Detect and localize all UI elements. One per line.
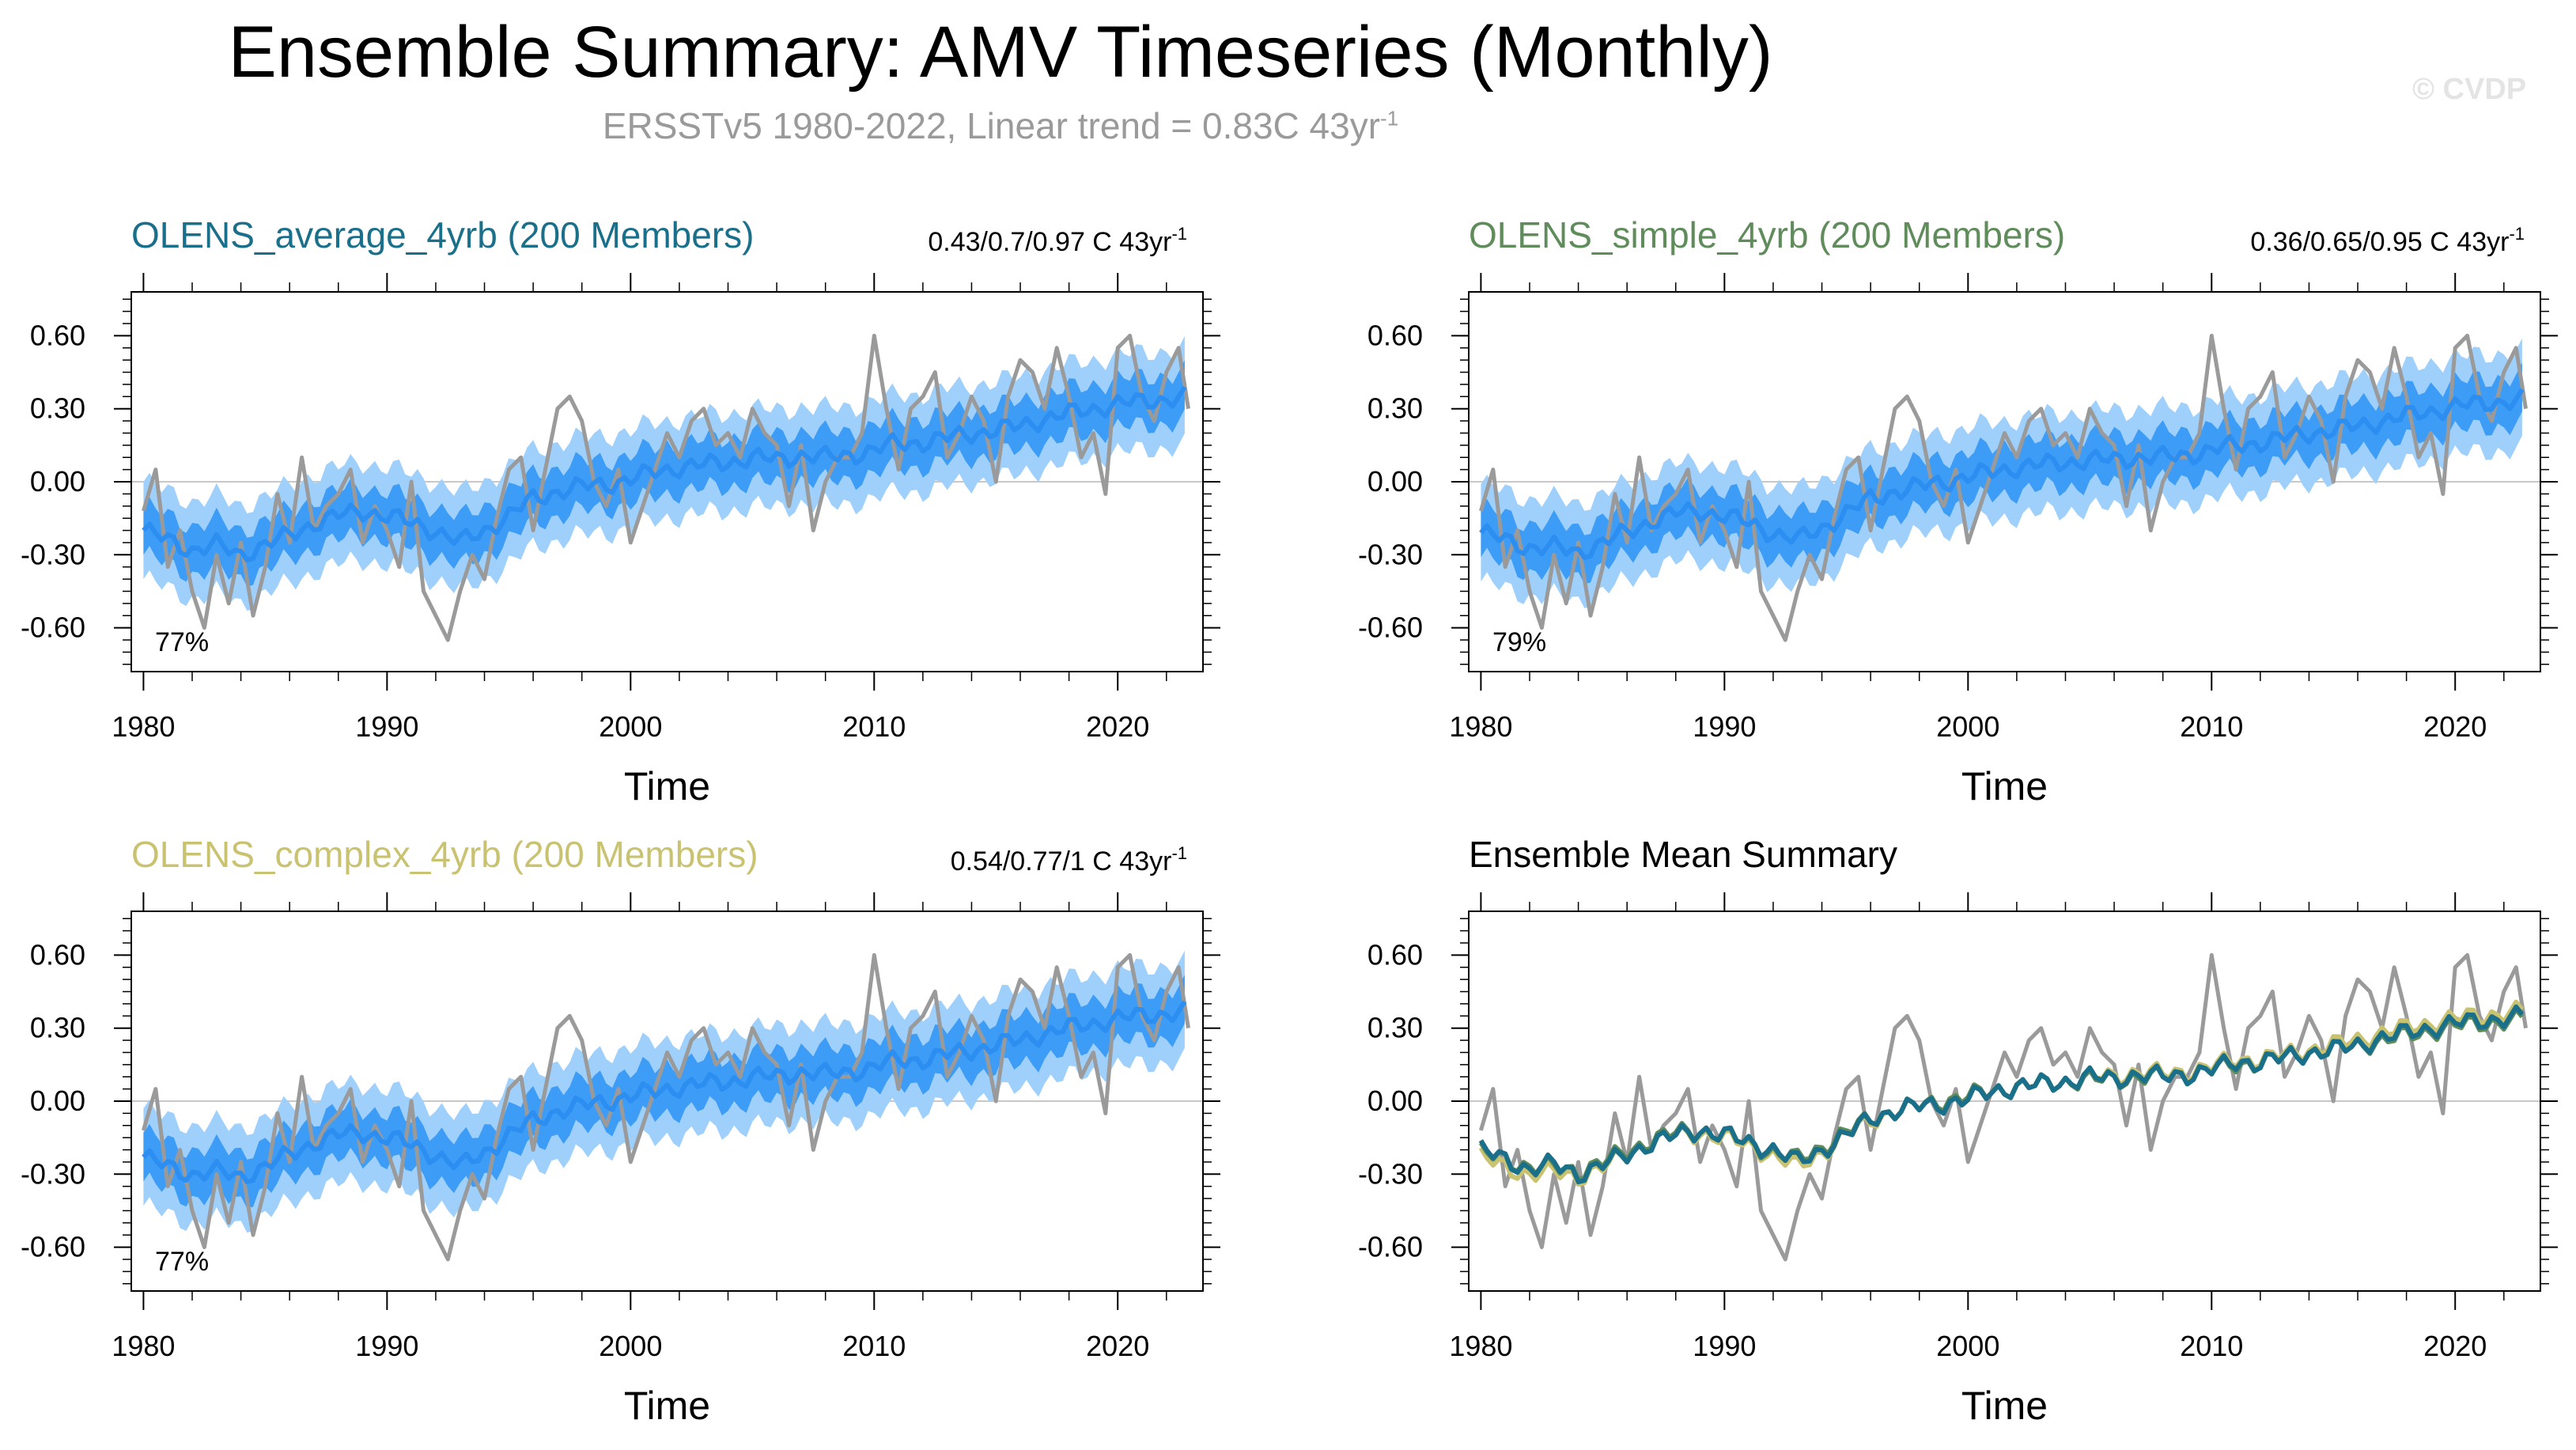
trend-label-text: 0.43/0.7/0.97 C 43yr — [928, 227, 1171, 257]
watermark: © CVDP — [2412, 73, 2527, 106]
x-tick-label: 2000 — [599, 710, 662, 743]
trend-label: 0.43/0.7/0.97 C 43yr-1 — [928, 224, 1187, 257]
x-axis-label: Time — [1961, 764, 2048, 808]
y-tick-label: 0.00 — [30, 1085, 85, 1117]
x-axis-label: Time — [624, 764, 710, 808]
trend-label: 0.36/0.65/0.95 C 43yr-1 — [2250, 224, 2525, 257]
plot-area-summary — [1469, 952, 2540, 1262]
ensemble-mean-line — [142, 1000, 1187, 1185]
y-tick-label: 0.30 — [30, 1012, 85, 1044]
panel-title: OLENS_simple_4yrb (200 Members) — [1469, 214, 2065, 256]
subtitle-text: ERSSTv5 1980-2022, Linear trend = 0.83C … — [602, 105, 1381, 146]
x-tick-label: 1980 — [1449, 710, 1512, 743]
x-tick-label: 2010 — [2180, 710, 2243, 743]
y-tick-label: -0.60 — [21, 611, 85, 644]
x-tick-label: 2010 — [842, 1330, 906, 1362]
y-tick-label: 0.30 — [30, 392, 85, 425]
x-tick-label: 2010 — [842, 710, 906, 743]
y-tick-label: 0.00 — [30, 465, 85, 498]
y-tick-label: -0.30 — [21, 538, 85, 570]
panel-simple: -0.60 -0.30 0.00 0.30 0.60 1980 1990 2000 2010 20… — [1358, 214, 2558, 808]
x-tick-label: 1990 — [1693, 710, 1756, 743]
x-axis-label: Time — [1961, 1384, 2048, 1428]
plot-area-average — [131, 333, 1203, 642]
x-tick-label: 1990 — [355, 710, 418, 743]
y-tick-label: -0.30 — [21, 1157, 85, 1190]
y-tick-label: 0.60 — [30, 319, 85, 351]
x-tick-label: 2000 — [1936, 710, 1999, 743]
x-tick-label: 2020 — [2423, 1330, 2487, 1362]
ensemble-mean-line — [1479, 388, 2525, 560]
percent-label: 77% — [155, 1247, 209, 1277]
y-tick-label: -0.30 — [1358, 1157, 1423, 1190]
subtitle-superscript: -1 — [1380, 106, 1399, 131]
plot-area-complex — [131, 950, 1203, 1262]
x-tick-label: 1990 — [355, 1330, 418, 1362]
y-tick-label: 0.30 — [1367, 1012, 1423, 1044]
x-tick-label: 1980 — [1449, 1330, 1512, 1362]
y-tick-label: 0.60 — [30, 938, 85, 971]
observations-line — [1479, 952, 2528, 1262]
x-tick-label: 2000 — [1936, 1330, 1999, 1362]
percent-label: 77% — [155, 627, 209, 657]
trend-label-superscript: -1 — [1171, 224, 1187, 244]
y-tick-label: 0.60 — [1367, 938, 1423, 971]
x-tick-label: 1980 — [112, 1330, 175, 1362]
trend-label-superscript: -1 — [2509, 224, 2525, 244]
panel-complex: -0.60 -0.30 0.00 0.30 0.60 1980 1990 2000 2010 20… — [21, 834, 1220, 1428]
y-tick-label: -0.60 — [1358, 1231, 1423, 1263]
y-tick-label: 0.60 — [1367, 319, 1423, 351]
plot-area-simple — [1469, 333, 2540, 642]
trend-label-text: 0.36/0.65/0.95 C 43yr — [2250, 227, 2509, 257]
y-tick-label: 0.30 — [1367, 392, 1423, 425]
trend-label-text: 0.54/0.77/1 C 43yr — [951, 846, 1172, 876]
x-tick-label: 2020 — [1086, 710, 1149, 743]
page-subtitle: ERSSTv5 1980-2022, Linear trend = 0.83C … — [0, 104, 2001, 147]
trend-label: 0.54/0.77/1 C 43yr-1 — [951, 843, 1187, 876]
panel-title: OLENS_average_4yrb (200 Members) — [131, 214, 754, 256]
ensemble-mean-line — [142, 385, 1187, 562]
x-axis-label: Time — [624, 1384, 710, 1428]
x-tick-label: 2000 — [599, 1330, 662, 1362]
y-tick-label: 0.00 — [1367, 1085, 1423, 1117]
trend-label-superscript: -1 — [1171, 843, 1187, 863]
x-tick-label: 1980 — [112, 710, 175, 743]
panel-title: OLENS_complex_4yrb (200 Members) — [131, 834, 758, 875]
mean-line-OLENS_average_4yrb — [1478, 1004, 2525, 1185]
panel-title: Ensemble Mean Summary — [1469, 834, 1897, 875]
y-tick-label: -0.30 — [1358, 538, 1423, 570]
x-tick-label: 1990 — [1693, 1330, 1756, 1362]
observations-line — [142, 952, 1190, 1262]
y-tick-label: 0.00 — [1367, 465, 1423, 498]
panel-summary: -0.60 -0.30 0.00 0.30 0.60 1980 1990 2000 2010 20… — [1358, 834, 2558, 1428]
panel-average: -0.60 -0.30 0.00 0.30 0.60 1980 1990 2000 2010 20… — [21, 214, 1220, 808]
percent-label: 79% — [1492, 627, 1546, 657]
y-tick-label: -0.60 — [1358, 611, 1423, 644]
x-tick-label: 2020 — [2423, 710, 2487, 743]
x-tick-label: 2010 — [2180, 1330, 2243, 1362]
observations-line — [142, 333, 1190, 642]
x-tick-label: 2020 — [1086, 1330, 1149, 1362]
y-tick-label: -0.60 — [21, 1231, 85, 1263]
observations-line — [1479, 333, 2528, 642]
page-title: Ensemble Summary: AMV Timeseries (Monthl… — [228, 12, 1773, 93]
